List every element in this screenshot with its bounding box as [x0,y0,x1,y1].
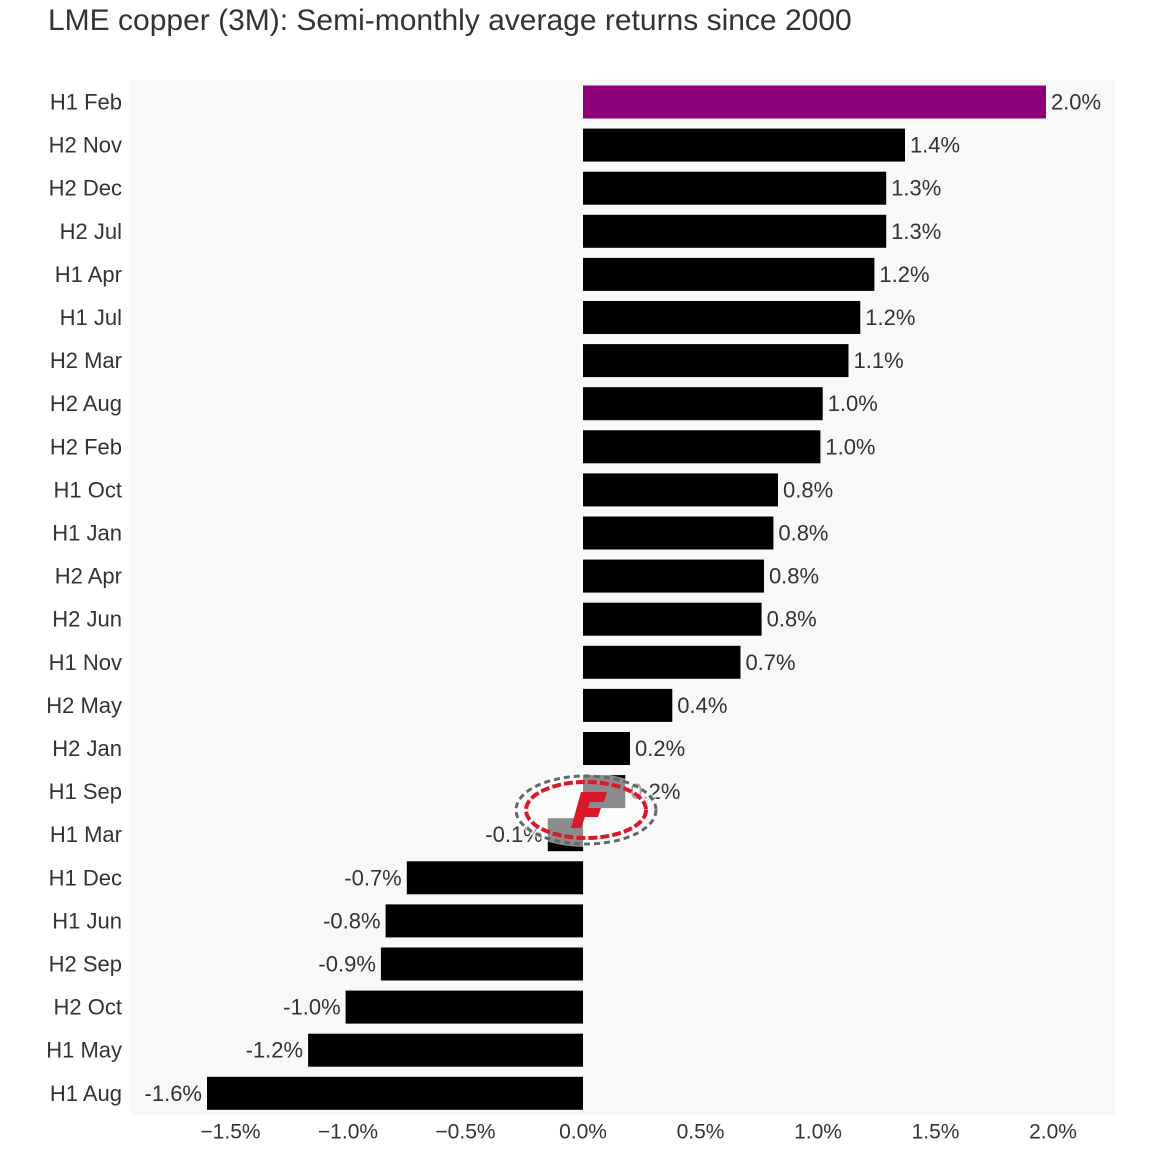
bar [308,1033,583,1067]
category-label: H2 Nov [49,133,122,158]
category-label: H1 Aug [50,1081,122,1106]
value-label: 1.3% [891,219,941,244]
bar [583,602,762,636]
bar [583,85,1046,119]
value-label: 1.2% [865,305,915,330]
value-label: 0.8% [767,607,817,632]
x-tick-label: 1.0% [794,1121,842,1144]
bar [385,904,583,938]
f-logo-icon [512,773,660,847]
value-label: 1.0% [828,391,878,416]
bar [406,861,584,895]
value-label: -0.7% [344,865,401,890]
category-label: H1 Jun [52,908,122,933]
value-label: 1.3% [891,176,941,201]
category-label: H2 Feb [50,434,122,459]
value-label: -1.6% [145,1081,202,1106]
value-label: 1.1% [854,348,904,373]
bar [583,430,821,464]
category-label: H1 Feb [50,90,122,115]
category-label: H1 Nov [49,650,122,675]
category-label: H1 Mar [50,822,122,847]
category-label: H1 Oct [54,477,122,502]
bar [583,732,630,765]
category-label: H2 Jan [52,736,122,761]
bar [583,688,673,722]
value-label: 1.4% [910,133,960,158]
value-label: 2.0% [1051,90,1101,115]
bar [583,516,774,550]
bar [583,387,823,421]
category-label: H2 Aug [50,391,122,416]
x-tick-label: 1.5% [912,1121,960,1144]
chart-title: LME copper (3M): Semi-monthly average re… [48,4,852,37]
value-label: -1.2% [246,1038,303,1063]
category-label: H1 Apr [55,262,122,287]
category-label: H2 Dec [49,176,122,201]
bar [583,559,764,593]
bar [345,990,583,1024]
value-label: -0.9% [318,952,375,977]
value-label: 0.4% [677,693,727,718]
category-label: H2 Apr [55,564,122,589]
value-label: 0.2% [635,736,685,761]
bar [583,257,875,291]
bar [583,645,741,679]
x-tick-label: 0.5% [677,1121,725,1144]
value-label: 1.0% [825,434,875,459]
category-label: H1 Jul [60,305,122,330]
x-tick-label: 2.0% [1029,1121,1077,1144]
category-label: H2 Mar [50,348,122,373]
bar [583,128,905,162]
value-label: 0.8% [769,564,819,589]
bar [583,171,887,205]
category-label: H2 Oct [54,995,122,1020]
x-tick-label: −0.5% [435,1121,495,1144]
category-label: H1 Sep [49,779,122,804]
category-label: H1 May [46,1038,122,1063]
bar [583,344,849,378]
category-label: H1 Jan [52,521,122,546]
bar [583,301,861,334]
plot-area [130,80,1115,1115]
category-label: H1 Dec [49,865,122,890]
value-label: 0.7% [745,650,795,675]
category-label: H2 Jun [52,607,122,632]
bar [207,1076,583,1110]
category-label: H2 May [46,693,122,718]
bar [583,214,887,248]
value-label: 1.2% [879,262,929,287]
category-label: H2 Jul [60,219,122,244]
value-label: -0.8% [323,908,380,933]
bar [583,473,778,507]
value-label: 0.8% [778,521,828,546]
bar [380,947,583,981]
x-tick-label: −1.0% [318,1121,378,1144]
value-label: 0.8% [783,477,833,502]
value-label: -1.0% [283,995,340,1020]
x-tick-label: −1.5% [200,1121,260,1144]
category-label: H2 Sep [49,952,122,977]
x-tick-label: 0.0% [559,1121,607,1144]
